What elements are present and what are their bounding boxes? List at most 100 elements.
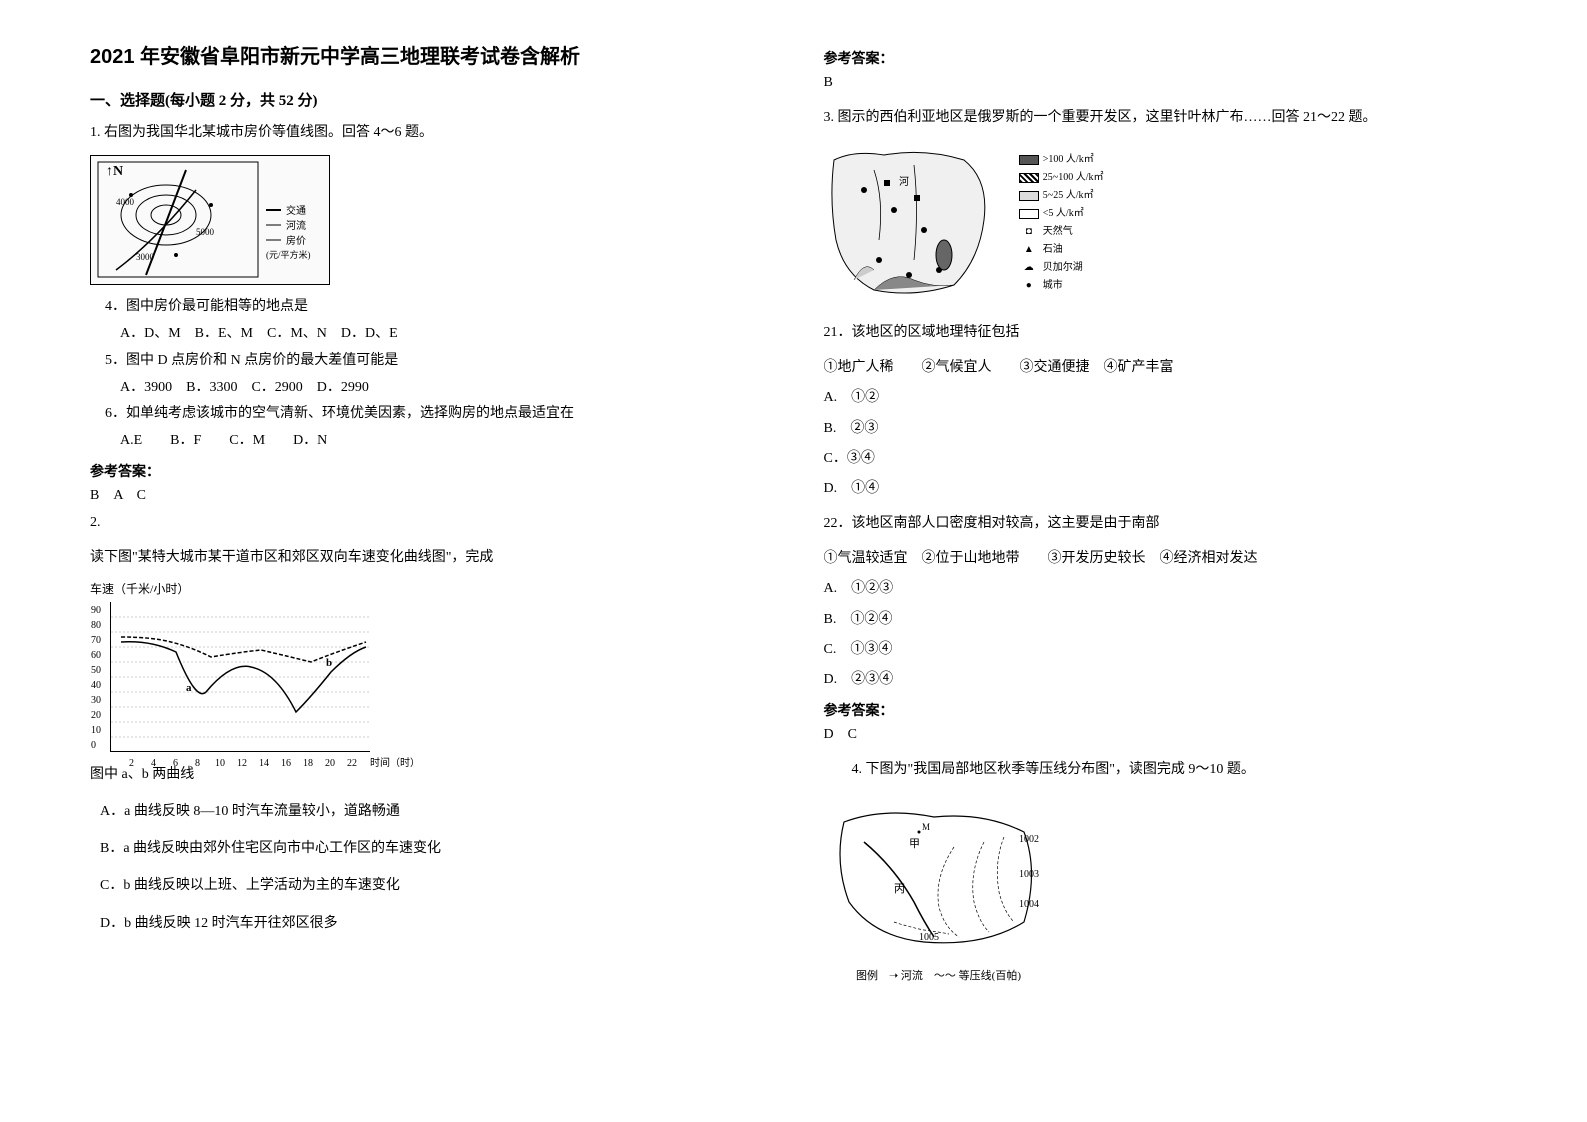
svg-text:M: M: [922, 822, 930, 832]
legend-row: 5~25 人/k㎡: [1019, 188, 1104, 204]
q2-chart: 车速（千米/小时） 0 10 20 30 40 50 60 70 80 90 2…: [90, 580, 370, 752]
q21-C: C．③④: [824, 446, 1498, 471]
x-tick: 12: [237, 758, 247, 769]
legend-text: 天然气: [1043, 224, 1073, 240]
q21-D: D. ①④: [824, 476, 1498, 501]
q1-opt4: A．D、M B．E、M C．M、N D．D、E: [90, 322, 764, 346]
left-column: 2021 年安徽省阜阳市新元中学高三地理联考试卷含解析 一、选择题(每小题 2 …: [60, 40, 794, 1082]
legend-text: 城市: [1043, 278, 1063, 294]
y-tick: 40: [91, 680, 101, 691]
q1-answer-label: 参考答案：: [90, 461, 764, 481]
x-tick: 6: [173, 758, 178, 769]
col2-answer1: B: [824, 71, 1498, 95]
x-tick: 4: [151, 758, 156, 769]
q1-sub6: 6．如单纯考虑该城市的空气清新、环境优美因素，选择购房的地点最适宜在: [90, 402, 764, 426]
x-tick: 2: [129, 758, 134, 769]
legend-text: 5~25 人/k㎡: [1043, 188, 1094, 204]
isobar-map: 1002 1003 1004 1005 甲 丙 M: [824, 792, 1054, 962]
q22-A: A. ①②③: [824, 576, 1498, 601]
y-tick: 30: [91, 695, 101, 706]
legend-text: <5 人/k㎡: [1043, 206, 1084, 222]
q2-intro: 读下图"某特大城市某干道市区和郊区双向车速变化曲线图"，完成: [90, 545, 764, 570]
x-tick: 8: [195, 758, 200, 769]
q22-nums: ①气温较适宜 ②位于山地地带 ③开发历史较长 ④经济相对发达: [824, 546, 1498, 571]
q1-answer: B A C: [90, 484, 764, 508]
y-tick: 80: [91, 620, 101, 631]
siberia-map: 河: [824, 140, 999, 305]
svg-text:河流: 河流: [286, 219, 306, 232]
svg-text:1002: 1002: [1019, 834, 1039, 845]
q4-caption: 图例 ➝ 河流 ～～ 等压线(百帕): [824, 967, 1054, 983]
y-tick: 90: [91, 605, 101, 616]
chart-area: 0 10 20 30 40 50 60 70 80 90 2 4 6 8 10 …: [110, 602, 370, 752]
svg-text:4000: 4000: [116, 197, 135, 207]
legend-row: >100 人/k㎡: [1019, 152, 1104, 168]
q4-intro: 4. 下图为"我国局部地区秋季等压线分布图"，读图完成 9～10 题。: [824, 757, 1498, 782]
q2-optD: D．b 曲线反映 12 时汽车开往郊区很多: [90, 911, 764, 936]
y-tick: 50: [91, 665, 101, 676]
q21-B: B. ②③: [824, 416, 1498, 441]
section-1-header: 一、选择题(每小题 2 分，共 52 分): [90, 89, 764, 110]
q2-optC: C．b 曲线反映以上班、上学活动为主的车速变化: [90, 873, 764, 898]
q3-answer: D C: [824, 723, 1498, 747]
q1-opt6: A.E B．F C．M D．N: [90, 429, 764, 453]
q21: 21．该地区的区域地理特征包括: [824, 320, 1498, 345]
q1-sub4: 4．图中房价最可能相等的地点是: [90, 295, 764, 319]
x-tick: 22: [347, 758, 357, 769]
svg-text:1004: 1004: [1019, 899, 1039, 910]
q1-figure: ↑N 4000 5000 3000 交通 河流 房价 (元/平方米): [90, 155, 330, 285]
legend-text: >100 人/k㎡: [1043, 152, 1094, 168]
q1-sub5: 5．图中 D 点房价和 N 点房价的最大差值可能是: [90, 349, 764, 373]
legend-row: ◘天然气: [1019, 224, 1104, 240]
right-column: 参考答案： B 3. 图示的西伯利亚地区是俄罗斯的一个重要开发区，这里针叶林广布…: [794, 40, 1528, 1082]
q2-num: 2.: [90, 511, 764, 535]
curve-a-label: a: [186, 682, 192, 694]
q3-map: 河 >100 人/k㎡ 25~100 人/k㎡ 5~25 人/k㎡ <5 人/k…: [824, 140, 1104, 310]
q4-figure: 1002 1003 1004 1005 甲 丙 M 图例 ➝ 河流 ～～ 等压线…: [824, 792, 1054, 972]
curve-b-label: b: [326, 657, 332, 669]
legend-row: <5 人/k㎡: [1019, 206, 1104, 222]
svg-text:1005: 1005: [919, 932, 939, 943]
legend-row: ●城市: [1019, 278, 1104, 294]
y-tick: 10: [91, 725, 101, 736]
q3-answer-label: 参考答案：: [824, 700, 1498, 720]
y-tick: 0: [91, 740, 96, 751]
svg-text:甲: 甲: [909, 838, 920, 850]
x-tick: 18: [303, 758, 313, 769]
q2-optB: B．a 曲线反映由郊外住宅区向市中心工作区的车速变化: [90, 836, 764, 861]
q22-B: B. ①②④: [824, 607, 1498, 632]
y-tick: 60: [91, 650, 101, 661]
q1-opt5: A．3900 B．3300 C．2900 D．2990: [90, 376, 764, 400]
svg-text:1003: 1003: [1019, 869, 1039, 880]
q2-sub-intro: 图中 a、b 两曲线: [90, 762, 764, 787]
q2-optA: A．a 曲线反映 8—10 时汽车流量较小，道路畅通: [90, 799, 764, 824]
x-axis-title: 时间（时）: [370, 754, 420, 769]
exam-title: 2021 年安徽省阜阳市新元中学高三地理联考试卷含解析: [90, 40, 764, 69]
legend-text: 25~100 人/k㎡: [1043, 170, 1104, 186]
legend-row: ☁贝加尔湖: [1019, 260, 1104, 276]
q21-A: A. ①②: [824, 385, 1498, 410]
legend-row: 25~100 人/k㎡: [1019, 170, 1104, 186]
q22-D: D. ②③④: [824, 667, 1498, 692]
speed-curves: [111, 602, 371, 752]
svg-text:5000: 5000: [196, 227, 215, 237]
legend-text: 石油: [1043, 242, 1063, 258]
legend-row: ▲石油: [1019, 242, 1104, 258]
svg-text:河: 河: [899, 176, 909, 188]
q22: 22．该地区南部人口密度相对较高，这主要是由于南部: [824, 511, 1498, 536]
q3-legend: >100 人/k㎡ 25~100 人/k㎡ 5~25 人/k㎡ <5 人/k㎡ …: [1019, 150, 1104, 296]
y-tick: 20: [91, 710, 101, 721]
x-tick: 14: [259, 758, 269, 769]
q21-nums: ①地广人稀 ②气候宜人 ③交通便捷 ④矿产丰富: [824, 355, 1498, 380]
svg-text:房价: 房价: [286, 234, 306, 247]
x-tick: 16: [281, 758, 291, 769]
svg-text:交通: 交通: [286, 204, 306, 217]
q22-C: C. ①③④: [824, 637, 1498, 662]
legend-text: 贝加尔湖: [1043, 260, 1083, 276]
col2-answer-label: 参考答案：: [824, 48, 1498, 68]
y-tick: 70: [91, 635, 101, 646]
housing-price-map: ↑N 4000 5000 3000 交通 河流 房价 (元/平方米): [96, 160, 324, 280]
svg-text:↑N: ↑N: [106, 164, 123, 179]
svg-text:(元/平方米): (元/平方米): [266, 249, 311, 260]
chart-y-title: 车速（千米/小时）: [90, 580, 370, 597]
